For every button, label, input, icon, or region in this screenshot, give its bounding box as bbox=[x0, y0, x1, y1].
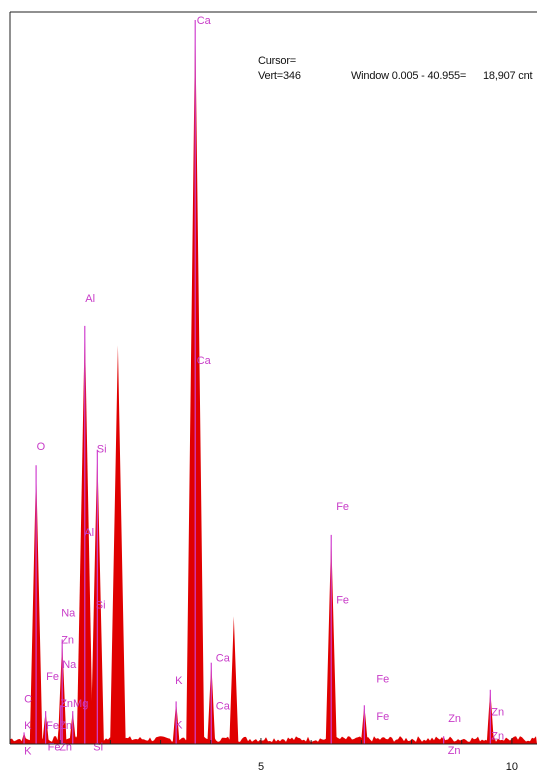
element-label-zn-30: Zn bbox=[491, 707, 504, 719]
element-label-ca-23: Ca bbox=[216, 701, 231, 713]
element-label-fe-27: Fe bbox=[376, 711, 389, 723]
element-label-zn-18: Zn bbox=[59, 741, 72, 753]
peak-lines bbox=[23, 20, 491, 744]
peak-unlabeled-8 bbox=[110, 345, 126, 744]
element-label-na-7: Na bbox=[61, 607, 76, 619]
element-label-ca-22: Ca bbox=[216, 652, 231, 664]
x-tick-label-10: 10 bbox=[506, 761, 518, 773]
element-label-zn-17: Zn bbox=[59, 720, 72, 732]
element-label-znmg-11: ZnMg bbox=[60, 698, 88, 710]
element-label-fe-10: Fe bbox=[46, 671, 59, 683]
x-axis: 5 10 bbox=[9, 738, 537, 773]
element-label-k-21: K bbox=[175, 719, 183, 731]
element-label-al-2: Al bbox=[85, 293, 95, 305]
element-label-si-19: Si bbox=[93, 741, 103, 753]
element-label-o-4: O bbox=[37, 441, 46, 453]
background-noise bbox=[10, 736, 537, 744]
element-label-zn-8: Zn bbox=[61, 635, 74, 647]
element-label-al-3: Al bbox=[84, 527, 94, 539]
x-tick-label-5: 5 bbox=[258, 761, 264, 773]
window-readout: Window 0.005 - 40.955= bbox=[351, 70, 467, 82]
element-label-k-16: K bbox=[24, 746, 32, 758]
element-label-fe-24: Fe bbox=[336, 501, 349, 513]
element-label-fe-25: Fe bbox=[336, 595, 349, 607]
element-label-si-6: Si bbox=[96, 600, 106, 612]
element-label-si-5: Si bbox=[97, 444, 107, 456]
element-label-ca-1: Ca bbox=[197, 355, 212, 367]
element-label-ca-0: Ca bbox=[197, 15, 212, 27]
element-label-c-12: C bbox=[24, 694, 32, 706]
cursor-readout: Cursor= bbox=[258, 55, 297, 67]
element-label-fe-14: Fe bbox=[46, 720, 59, 732]
element-label-zn-31: Zn bbox=[491, 731, 504, 743]
element-label-fe-26: Fe bbox=[376, 674, 389, 686]
vertical-readout: Vert=346 bbox=[258, 70, 301, 82]
element-label-zn-29: Zn bbox=[448, 745, 461, 757]
count-readout: 18,907 cnt bbox=[483, 70, 533, 82]
plot-frame bbox=[9, 11, 537, 744]
element-label-zn-28: Zn bbox=[448, 713, 461, 725]
spectrum-fill bbox=[10, 20, 537, 744]
peak-unlabeled-12 bbox=[229, 616, 239, 744]
element-label-k-20: K bbox=[175, 675, 183, 687]
element-label-na-9: Na bbox=[62, 659, 77, 671]
element-label-k-13: K bbox=[24, 720, 32, 732]
